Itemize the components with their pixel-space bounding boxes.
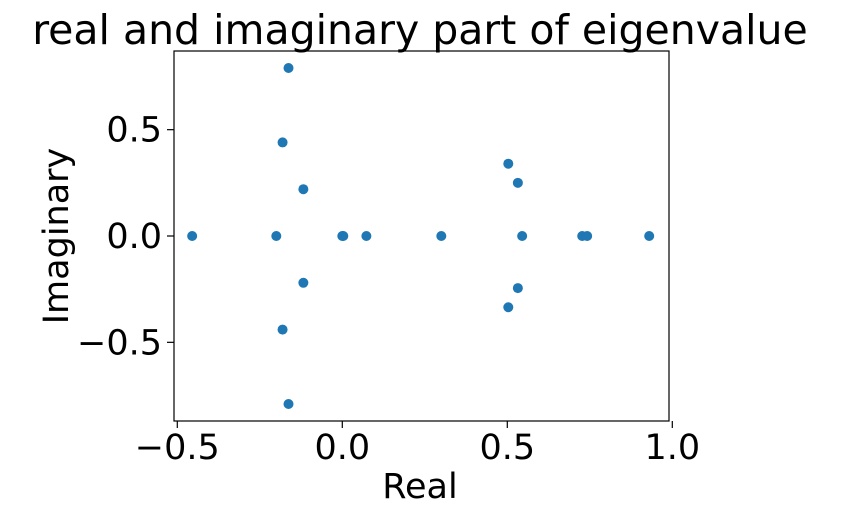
x-tick-label: −0.5 (135, 428, 220, 468)
data-point (271, 231, 282, 241)
y-tick-label: −0.5 (77, 323, 162, 363)
x-tick-label: 1.0 (644, 428, 700, 468)
data-point (361, 231, 372, 241)
x-axis-ticks: −0.5 0.0 0.5 1.0 (135, 421, 700, 468)
y-axis-label: Imaginary (37, 148, 77, 325)
data-point (512, 283, 523, 294)
x-tick-label: 0.5 (479, 428, 535, 468)
data-point (582, 231, 593, 241)
data-point (298, 277, 309, 288)
data-points (187, 63, 655, 409)
data-point (298, 184, 309, 195)
data-point (503, 158, 514, 169)
data-point (512, 177, 523, 188)
y-tick-label: 0.0 (106, 217, 162, 257)
data-point (187, 231, 198, 241)
data-point (644, 231, 655, 241)
chart-title: real and imaginary part of eigenvalue (32, 6, 808, 54)
data-point (517, 231, 528, 241)
data-point (277, 137, 288, 148)
plot-area-frame (173, 50, 670, 422)
x-axis-label: Real (382, 467, 457, 507)
data-point (436, 231, 447, 241)
data-point (283, 63, 294, 74)
y-tick-label: 0.5 (106, 111, 162, 151)
data-point (283, 398, 294, 409)
data-point (503, 302, 514, 313)
x-tick-label: 0.0 (314, 428, 370, 468)
y-axis-ticks: −0.5 0.0 0.5 (77, 111, 174, 363)
data-point (338, 231, 349, 241)
data-point (277, 324, 288, 335)
